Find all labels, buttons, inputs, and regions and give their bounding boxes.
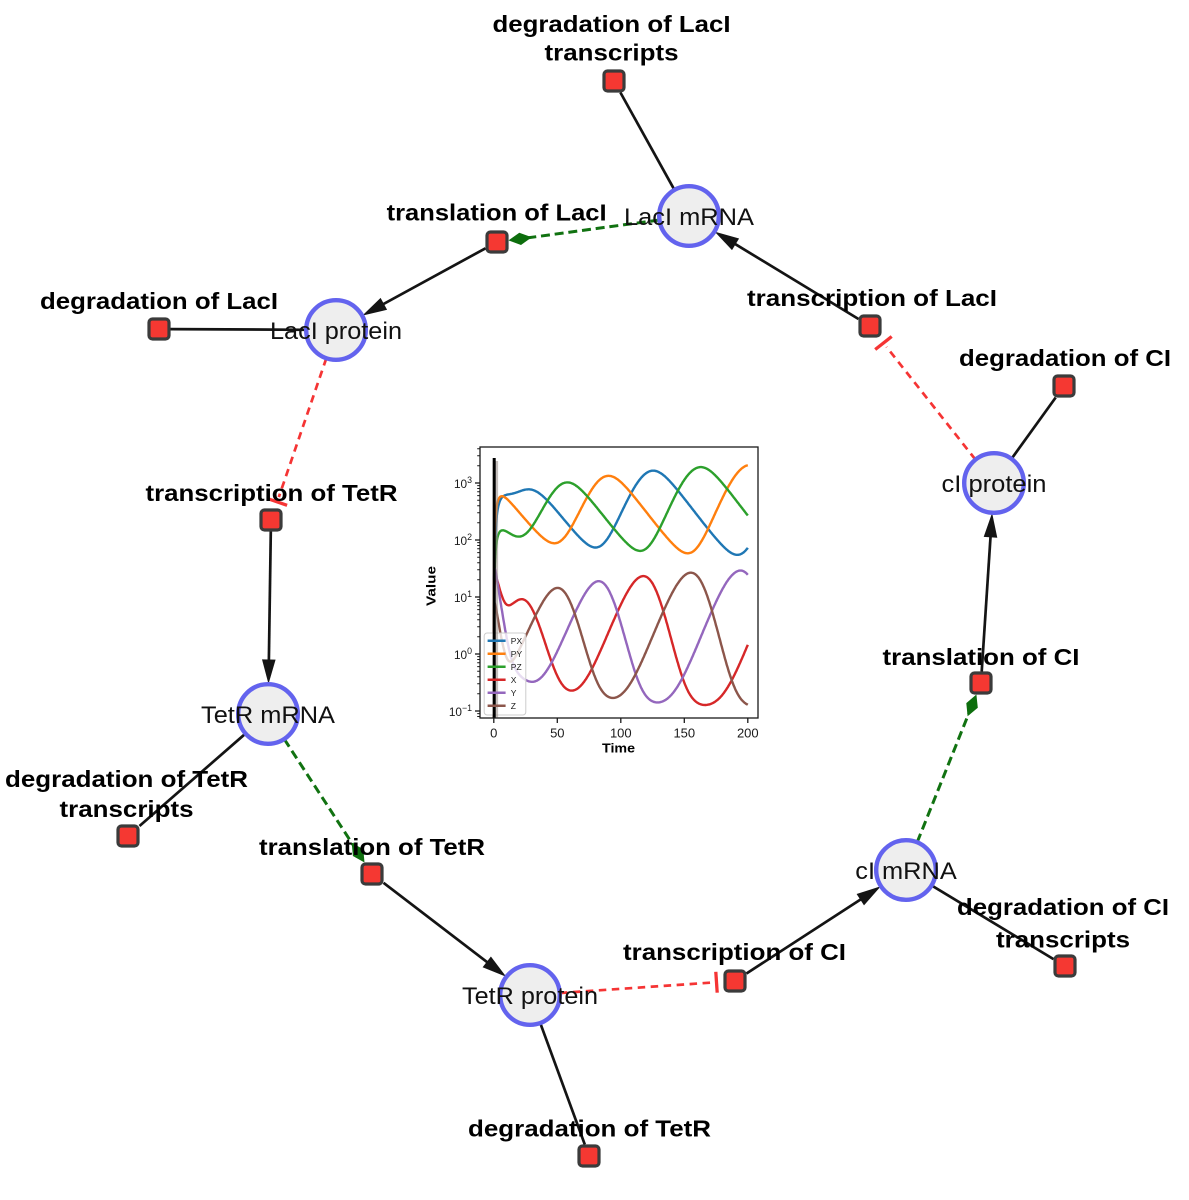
svg-text:translation of TetR: translation of TetR (259, 834, 485, 860)
svg-text:X: X (511, 675, 517, 685)
svg-text:0: 0 (490, 725, 497, 740)
svg-text:translation of LacI: translation of LacI (387, 200, 607, 226)
svg-text:50: 50 (550, 725, 564, 740)
svg-text:Y: Y (511, 688, 517, 698)
svg-text:Time: Time (602, 741, 635, 756)
svg-text:100: 100 (610, 725, 632, 740)
svg-text:degradation of TetR: degradation of TetR (5, 766, 248, 792)
svg-text:transcription of LacI: transcription of LacI (747, 285, 997, 311)
svg-text:degradation of LacI: degradation of LacI (493, 11, 731, 37)
svg-text:PZ: PZ (511, 662, 522, 672)
svg-text:200: 200 (737, 725, 759, 740)
svg-text:transcription of TetR: transcription of TetR (146, 480, 398, 506)
svg-text:transcripts: transcripts (545, 40, 679, 66)
svg-text:LacI protein: LacI protein (270, 318, 402, 345)
svg-text:degradation of TetR: degradation of TetR (468, 1116, 711, 1142)
svg-text:transcripts: transcripts (60, 796, 194, 822)
svg-text:translation of CI: translation of CI (883, 644, 1080, 670)
svg-text:PX: PX (511, 636, 523, 646)
svg-text:cI mRNA: cI mRNA (855, 858, 957, 885)
svg-text:transcription of CI: transcription of CI (623, 939, 846, 965)
svg-text:150: 150 (673, 725, 695, 740)
svg-text:TetR protein: TetR protein (462, 983, 598, 1010)
svg-text:cI protein: cI protein (942, 471, 1047, 498)
svg-text:Z: Z (511, 701, 516, 711)
svg-text:LacI mRNA: LacI mRNA (624, 204, 754, 231)
svg-text:TetR mRNA: TetR mRNA (201, 702, 335, 729)
svg-text:PY: PY (511, 649, 523, 659)
svg-text:Value: Value (424, 566, 439, 606)
svg-text:degradation of LacI: degradation of LacI (40, 288, 278, 314)
svg-text:degradation of CI: degradation of CI (959, 345, 1171, 371)
svg-text:degradation of CI: degradation of CI (957, 894, 1169, 920)
svg-text:transcripts: transcripts (996, 927, 1130, 953)
